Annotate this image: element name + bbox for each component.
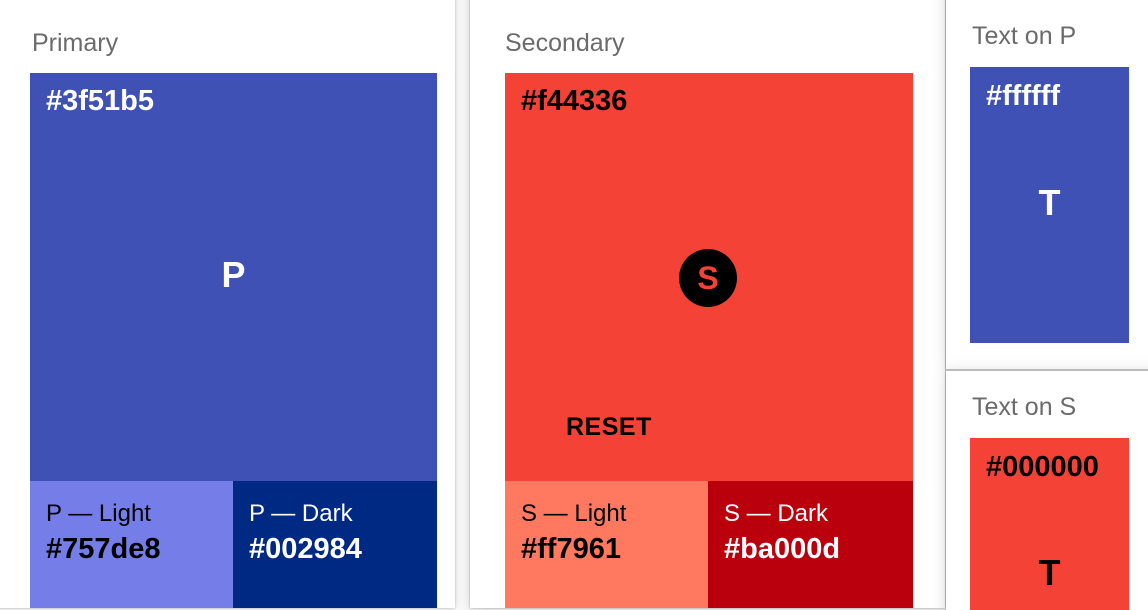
text-on-p-letter: T bbox=[1038, 182, 1061, 223]
text-on-s-swatch[interactable]: #000000 T bbox=[970, 438, 1129, 610]
primary-letter: P bbox=[221, 254, 246, 295]
text-on-s-hex-value: #000000 bbox=[986, 451, 1099, 483]
secondary-light-hex: #ff7961 bbox=[521, 533, 621, 565]
primary-dark-name: P — Dark bbox=[249, 500, 353, 527]
reset-button[interactable]: RESET bbox=[566, 413, 652, 441]
secondary-light-swatch[interactable]: S — Light #ff7961 bbox=[505, 481, 708, 608]
secondary-section-title: Secondary bbox=[505, 29, 625, 57]
secondary-letter: S bbox=[697, 260, 719, 296]
primary-hex-value: #3f51b5 bbox=[46, 85, 155, 117]
text-on-p-swatch[interactable]: #ffffff T bbox=[970, 67, 1129, 343]
secondary-dark-swatch[interactable]: S — Dark #ba000d bbox=[708, 481, 913, 608]
secondary-dark-hex: #ba000d bbox=[724, 533, 841, 565]
primary-color-swatch[interactable]: #3f51b5 P bbox=[30, 73, 437, 481]
primary-light-hex: #757de8 bbox=[46, 533, 161, 565]
primary-light-swatch[interactable]: P — Light #757de8 bbox=[30, 481, 233, 608]
primary-dark-swatch[interactable]: P — Dark #002984 bbox=[233, 481, 437, 608]
secondary-dark-name: S — Dark bbox=[724, 500, 829, 527]
text-on-p-section-title: Text on P bbox=[972, 22, 1077, 50]
secondary-selected-indicator[interactable]: S bbox=[679, 249, 737, 307]
primary-section-title: Primary bbox=[32, 29, 119, 57]
secondary-light-name: S — Light bbox=[521, 500, 627, 527]
secondary-hex-value: #f44336 bbox=[521, 85, 628, 117]
text-on-s-letter: T bbox=[1038, 552, 1061, 593]
text-on-p-hex-value: #ffffff bbox=[986, 80, 1061, 112]
secondary-color-swatch[interactable]: #f44336 S RESET bbox=[505, 73, 913, 481]
primary-light-name: P — Light bbox=[46, 500, 151, 527]
primary-dark-hex: #002984 bbox=[249, 533, 362, 565]
text-on-s-section-title: Text on S bbox=[972, 393, 1077, 421]
